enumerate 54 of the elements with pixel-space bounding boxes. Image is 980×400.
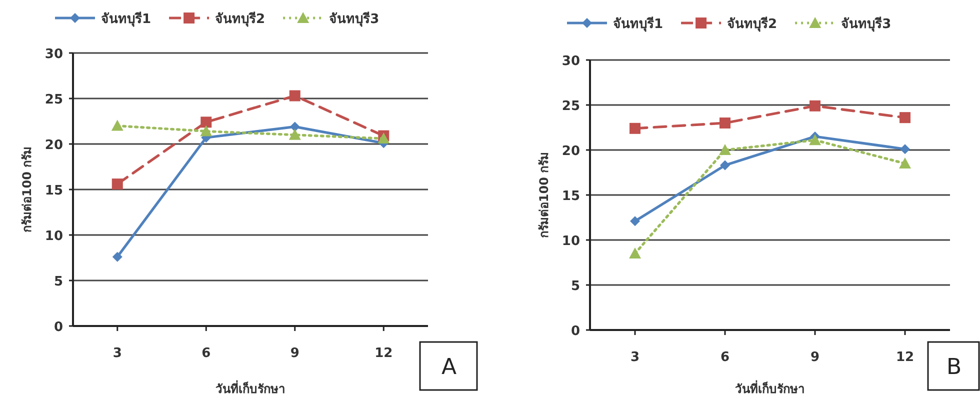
- legend-label: จันทบุรี1: [101, 11, 152, 27]
- point: [720, 160, 730, 170]
- point: [112, 178, 123, 190]
- point: [720, 118, 730, 128]
- y-tick-label: 30: [44, 47, 63, 62]
- point: [630, 122, 640, 134]
- x-tick-label: 9: [810, 350, 820, 365]
- y-axis-title: กรัมต่อ100 กรัม: [20, 146, 34, 233]
- y-tick-label: 0: [54, 320, 63, 335]
- point: [111, 120, 124, 131]
- legend-label: จันทบุรี1: [613, 16, 664, 32]
- y-tick-label: 20: [562, 144, 580, 159]
- x-tick-label: 12: [374, 346, 393, 361]
- point: [809, 134, 821, 146]
- x-tick-label: 3: [630, 350, 640, 365]
- point: [288, 128, 301, 140]
- point: [200, 125, 212, 136]
- y-tick-label: 10: [44, 229, 63, 244]
- point: [900, 144, 910, 154]
- x-tick-label: 3: [112, 346, 122, 361]
- x-tick-label: 9: [290, 346, 300, 361]
- text: B: [946, 355, 962, 380]
- y-tick-label: 25: [44, 92, 63, 108]
- y-tick-label: 0: [570, 324, 580, 339]
- point: [290, 122, 300, 132]
- x-axis-title: วันที่เก็บรักษา: [216, 380, 286, 396]
- y-tick-label: 30: [562, 54, 580, 69]
- y-axis-title: กรัมต่อ100 กรัม: [537, 152, 551, 238]
- y-tick-label: 5: [570, 279, 580, 294]
- y-tick-label: 25: [562, 99, 580, 114]
- point: [200, 116, 212, 128]
- point: [289, 90, 300, 102]
- y-tick-label: 15: [562, 189, 580, 204]
- point: [630, 216, 640, 226]
- y-tick-label: 20: [44, 138, 63, 153]
- legend-label: จันทบุรี3: [329, 11, 380, 27]
- y-tick-label: 5: [54, 274, 63, 290]
- y-tick-label: 15: [44, 184, 63, 198]
- x-axis-title: วันที่เก็บรักษา: [735, 380, 805, 396]
- point: [629, 248, 641, 258]
- x-tick-label: 6: [202, 346, 211, 361]
- x-tick-label: 6: [720, 350, 730, 365]
- x-tick-label: 12: [896, 350, 914, 365]
- point: [719, 144, 731, 155]
- point: [810, 100, 820, 112]
- point: [900, 112, 910, 124]
- point: [378, 132, 390, 144]
- point: [899, 158, 911, 168]
- legend-label: จันทบุรี2: [215, 11, 266, 27]
- legend-label: จันทบุรี3: [841, 16, 892, 32]
- legend-label: จันทบุรี2: [727, 16, 778, 32]
- y-tick-label: 10: [562, 234, 580, 249]
- text: A: [441, 355, 457, 380]
- point: [112, 252, 122, 262]
